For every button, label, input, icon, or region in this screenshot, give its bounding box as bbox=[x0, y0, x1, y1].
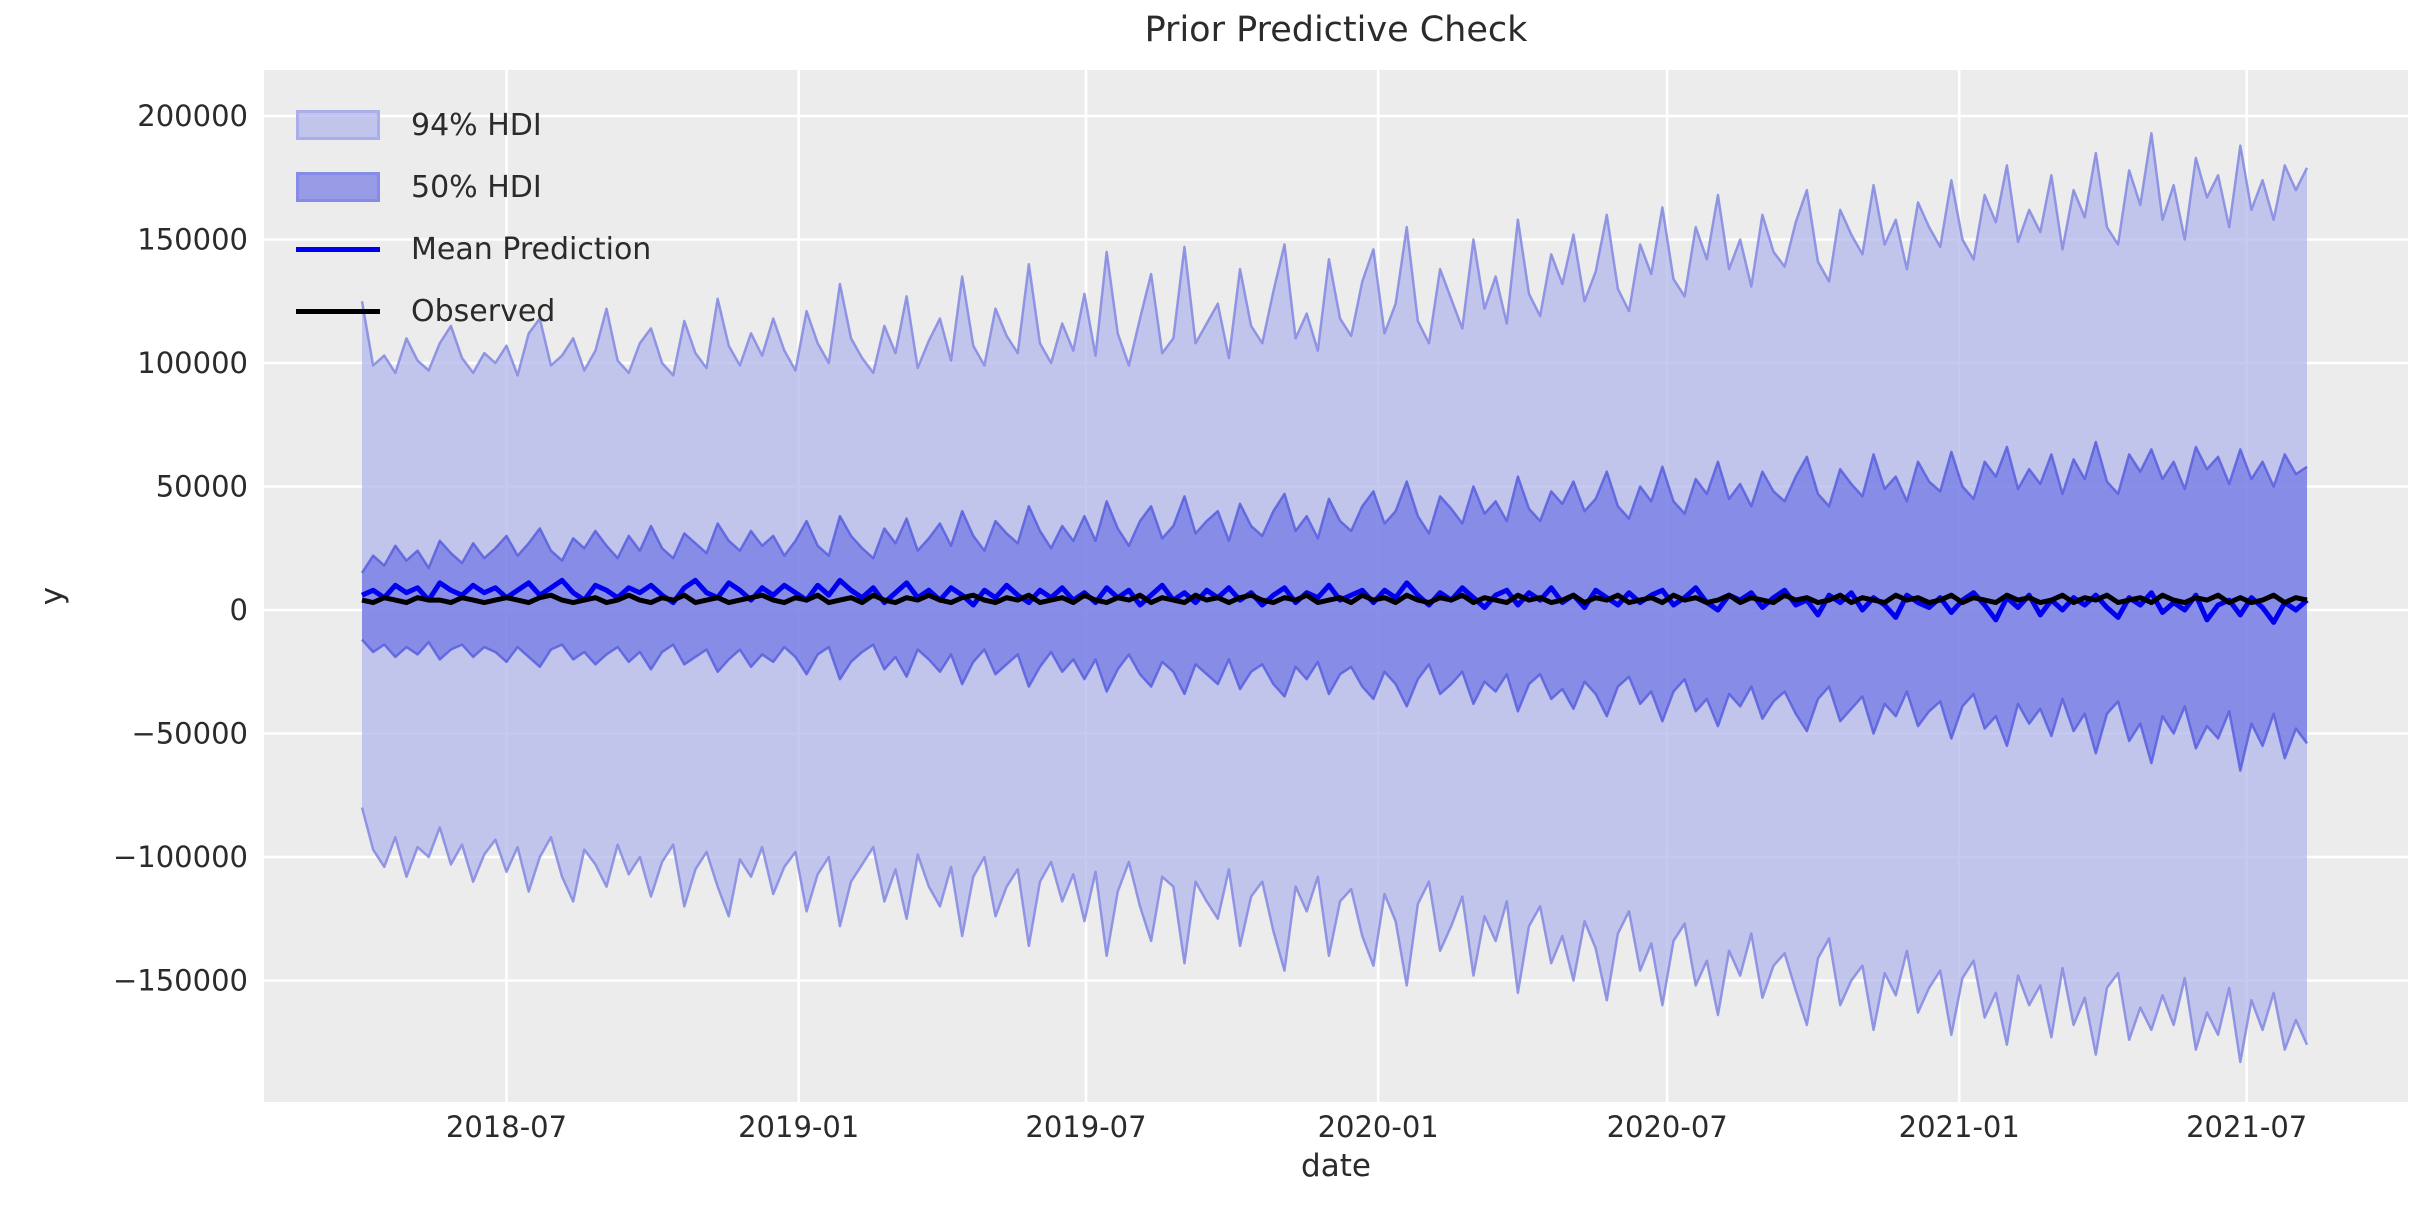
legend-label-50-hdi: 50% HDI bbox=[411, 169, 542, 205]
x-tick-label: 2020-07 bbox=[1607, 1110, 1728, 1144]
hdi94-band-swatch bbox=[296, 110, 380, 140]
x-axis-label: date bbox=[1301, 1148, 1371, 1184]
hdi50-band bbox=[362, 442, 2307, 771]
hdi94-upper-edge bbox=[360, 132, 2309, 377]
x-tick-label: 2018-07 bbox=[446, 1110, 567, 1144]
chart-title: Prior Predictive Check bbox=[1144, 10, 1528, 50]
legend-item-observed: Observed bbox=[296, 280, 651, 342]
legend-item-50-hdi: 50% HDI bbox=[296, 156, 651, 218]
hdi50-lower-edge bbox=[361, 638, 2309, 772]
x-tick-label: 2021-01 bbox=[1899, 1110, 2020, 1144]
mean-prediction-line bbox=[360, 577, 2309, 625]
y-tick-label: 0 bbox=[230, 593, 248, 627]
y-tick-label: −50000 bbox=[131, 717, 248, 751]
mean-prediction-line-swatch bbox=[296, 246, 380, 252]
x-tick-label: 2019-01 bbox=[738, 1110, 859, 1144]
legend-label-mean-prediction: Mean Prediction bbox=[411, 231, 652, 267]
x-tick-label: 2019-07 bbox=[1025, 1110, 1146, 1144]
y-tick-label: −100000 bbox=[113, 840, 248, 874]
hdi50-band-swatch bbox=[296, 172, 380, 202]
y-tick-label: −150000 bbox=[113, 964, 248, 998]
hdi50-upper-edge bbox=[360, 440, 2308, 574]
y-tick-label: 100000 bbox=[137, 346, 248, 380]
observed-line bbox=[361, 592, 2308, 606]
x-tick-label: 2020-01 bbox=[1318, 1110, 1439, 1144]
y-tick-label: 200000 bbox=[137, 99, 248, 133]
legend: 94% HDI 50% HDI Mean Prediction Observed bbox=[296, 94, 651, 342]
legend-item-mean-prediction: Mean Prediction bbox=[296, 218, 651, 280]
y-axis-label: y bbox=[34, 586, 70, 606]
legend-label-observed: Observed bbox=[411, 293, 556, 329]
observed-line-swatch bbox=[296, 308, 380, 314]
x-tick-label: 2021-07 bbox=[2186, 1110, 2307, 1144]
y-tick-label: 50000 bbox=[156, 470, 248, 504]
legend-label-94-hdi: 94% HDI bbox=[411, 107, 542, 143]
hdi94-lower-edge bbox=[360, 807, 2309, 1064]
y-tick-label: 150000 bbox=[137, 223, 248, 257]
legend-item-94-hdi: 94% HDI bbox=[296, 94, 651, 156]
